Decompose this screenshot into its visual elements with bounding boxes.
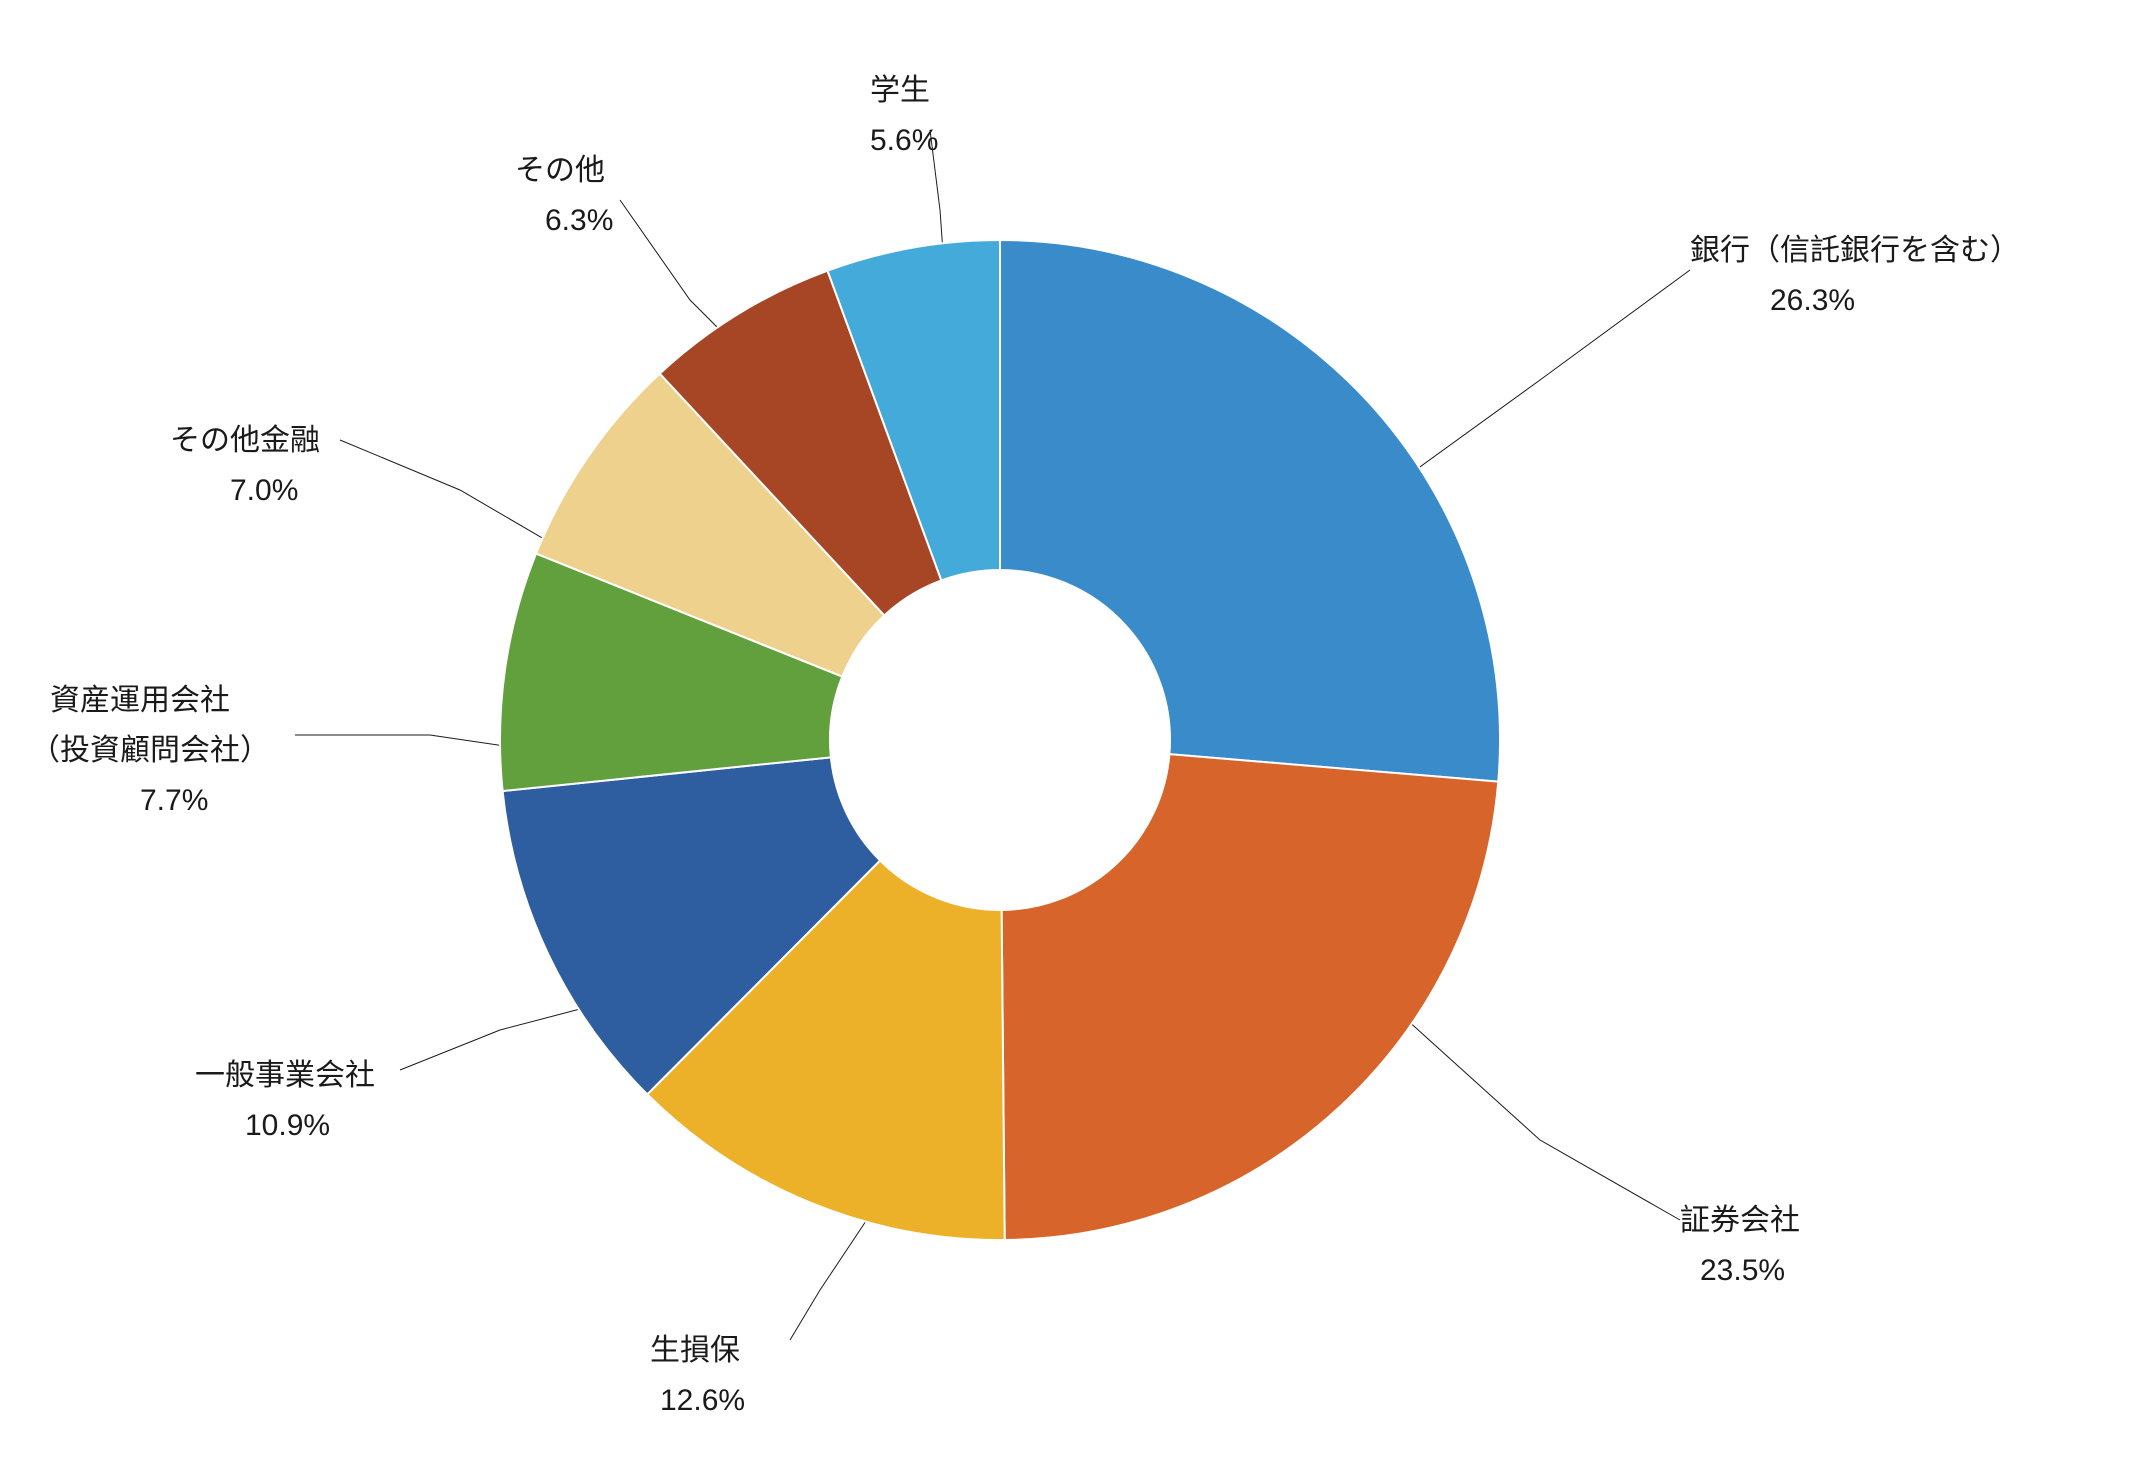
- slice-pct-text: 26.3%: [1770, 284, 1855, 317]
- donut-chart: 銀行（信託銀行を含む） 26.3% 証券会社 23.5% 生損保 12.6% 一般事業会社 1…: [0, 0, 2148, 1473]
- slice-label-text: 一般事業会社: [195, 1059, 375, 1092]
- slice-label-text: その他金融: [170, 424, 320, 457]
- donut-slices: [500, 240, 1500, 1240]
- slice-label-text: 生損保: [650, 1334, 740, 1367]
- slice-label-text: 学生: [870, 74, 930, 107]
- donut-svg: 銀行（信託銀行を含む） 26.3% 証券会社 23.5% 生損保 12.6% 一般事業会社 1…: [0, 0, 2148, 1473]
- slice-pct-text: 7.7%: [140, 784, 208, 817]
- slice-label-text: その他: [515, 154, 605, 187]
- slice-pct-text: 5.6%: [870, 124, 938, 157]
- slice-label-text: （投資顧問会社）: [30, 734, 270, 767]
- slice-label-text: 資産運用会社: [50, 684, 230, 717]
- slice-label-text: 銀行（信託銀行を含む）: [1690, 234, 2020, 267]
- slice-pct-text: 6.3%: [545, 204, 613, 237]
- slice-pct-text: 23.5%: [1700, 1254, 1785, 1287]
- leader-line: [1388, 270, 1690, 490]
- leader-line: [295, 735, 532, 750]
- slice-label-text: 証券会社: [1680, 1204, 1800, 1237]
- slice-pct-text: 7.0%: [230, 474, 298, 507]
- donut-slice: [1002, 754, 1499, 1240]
- leader-line: [1385, 1000, 1680, 1220]
- slice-pct-text: 10.9%: [245, 1109, 330, 1142]
- slice-pct-text: 12.6%: [660, 1384, 745, 1417]
- donut-slice: [1000, 240, 1500, 782]
